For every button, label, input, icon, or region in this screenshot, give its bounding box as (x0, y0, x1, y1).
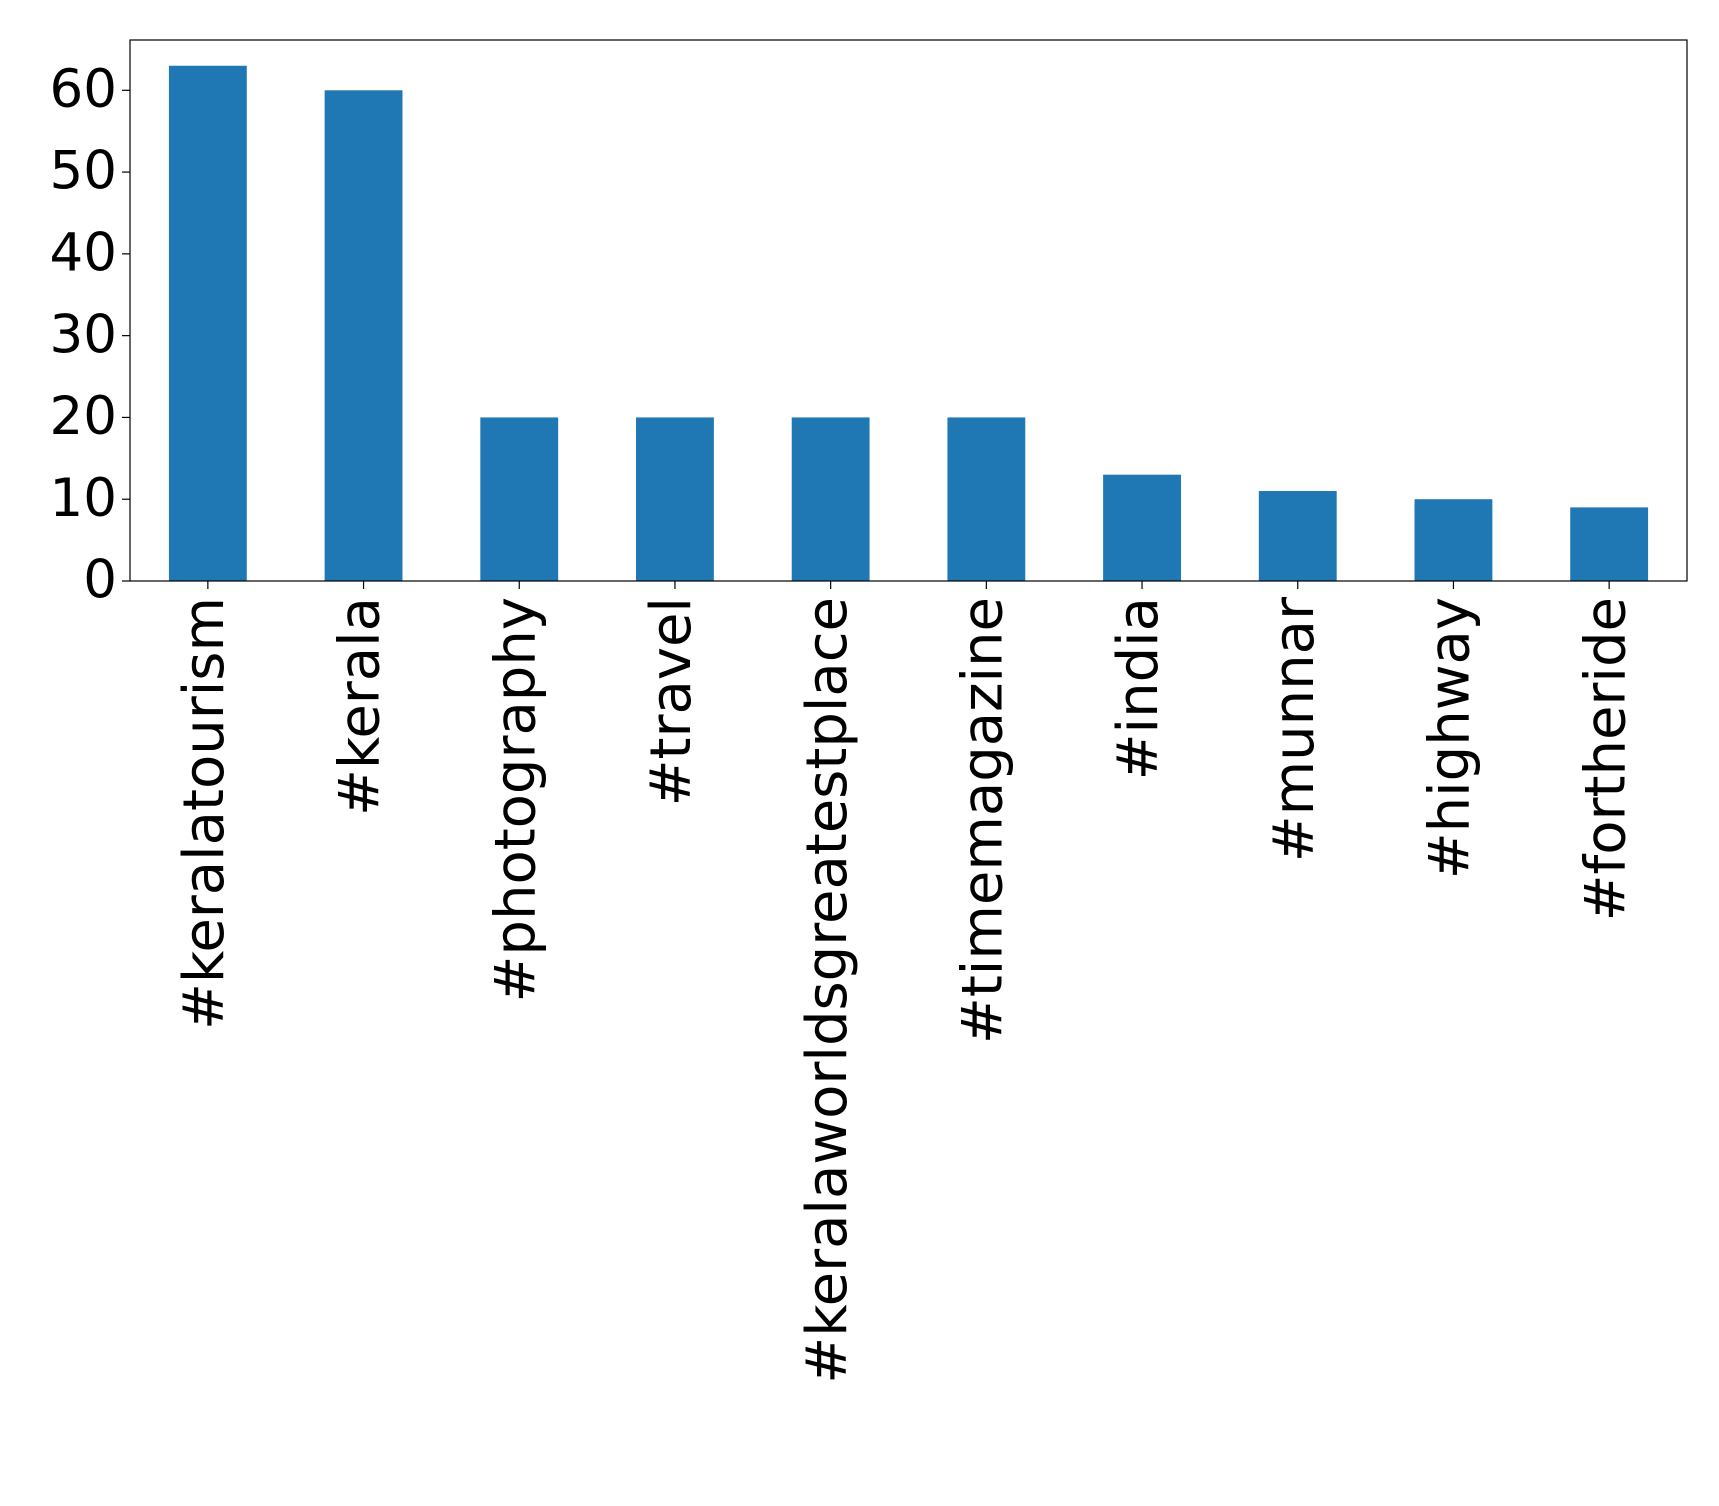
y-tick-label: 40 (50, 223, 117, 284)
x-tick-label: #munnar (1262, 596, 1327, 862)
x-tick-label: #kerala (328, 597, 393, 816)
bar (168, 65, 247, 581)
bar (947, 417, 1026, 581)
x-tick-label: #india (1106, 597, 1171, 780)
bar (324, 90, 403, 581)
bar (791, 417, 870, 581)
bar (480, 417, 559, 581)
x-tick-label: #highway (1418, 597, 1483, 879)
y-tick-label: 10 (50, 468, 117, 529)
bar (1103, 474, 1181, 581)
y-tick-label: 60 (50, 59, 117, 120)
bar (1414, 499, 1493, 581)
x-tick-label: #keralaworldsgreatestplace (795, 597, 860, 1384)
x-tick-label: #timemagazine (950, 597, 1015, 1044)
bar (1570, 507, 1649, 581)
bar (1258, 491, 1337, 581)
bar (636, 417, 714, 581)
y-tick-label: 20 (50, 386, 117, 447)
y-tick-label: 50 (50, 141, 117, 202)
plot-frame (129, 39, 1688, 582)
x-tick-label: #keralatourism (172, 597, 237, 1030)
x-tick-label: #photography (483, 597, 548, 1003)
x-tick-label: #fortheride (1573, 597, 1638, 921)
y-tick-label: 30 (50, 304, 117, 365)
y-tick-label: 0 (83, 550, 117, 611)
x-tick-label: #travel (639, 597, 704, 806)
